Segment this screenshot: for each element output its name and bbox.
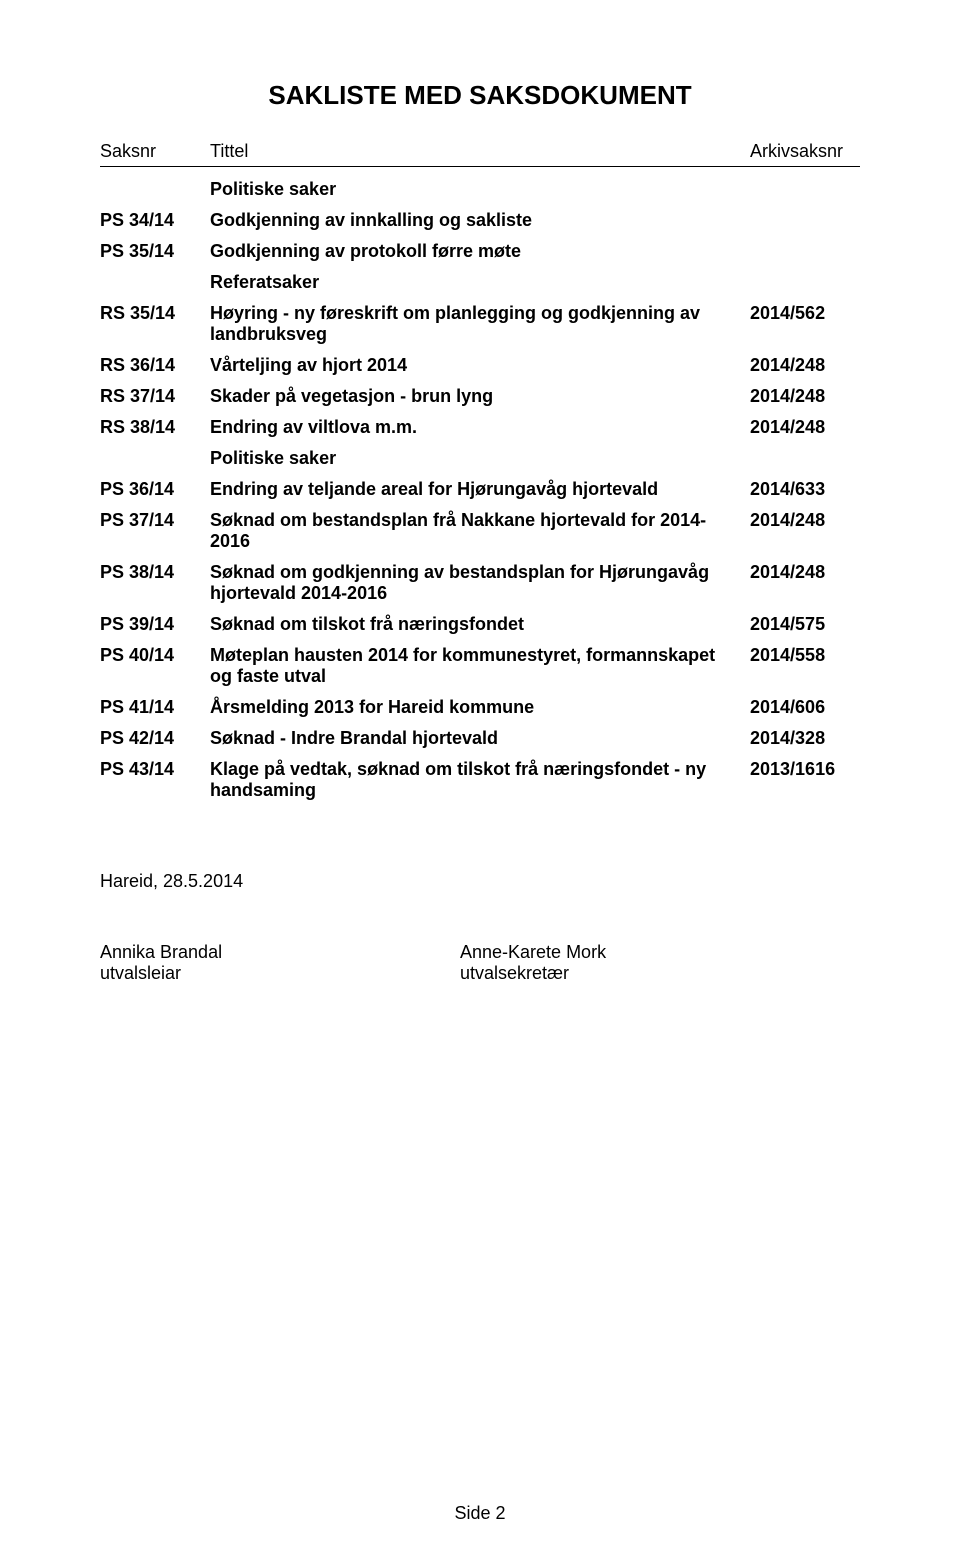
cell-tittel: Endring av viltlova m.m. [210,417,750,438]
cell-saksnr: PS 43/14 [100,759,210,780]
table-row: PS 42/14 Søknad - Indre Brandal hjorteva… [100,728,860,749]
cell-arkiv: 2013/1616 [750,759,860,780]
footer-date: Hareid, 28.5.2014 [100,871,860,892]
cell-tittel: Søknad - Indre Brandal hjortevald [210,728,750,749]
cell-tittel: Endring av teljande areal for Hjørungavå… [210,479,750,500]
table-row: PS 40/14 Møteplan hausten 2014 for kommu… [100,645,860,687]
cell-saksnr: PS 37/14 [100,510,210,531]
sign-left-role: utvalsleiar [100,963,460,984]
cell-arkiv: 2014/633 [750,479,860,500]
header-arkiv: Arkivsaksnr [750,141,860,162]
cell-tittel: Møteplan hausten 2014 for kommunestyret,… [210,645,750,687]
cell-tittel: Skader på vegetasjon - brun lyng [210,386,750,407]
table-row: PS 38/14 Søknad om godkjenning av bestan… [100,562,860,604]
page-number: Side 2 [0,1503,960,1524]
table-row: RS 38/14 Endring av viltlova m.m. 2014/2… [100,417,860,438]
page-title: SAKLISTE MED SAKSDOKUMENT [100,80,860,111]
sign-right-name: Anne-Karete Mork [460,942,606,963]
table-row: PS 34/14 Godkjenning av innkalling og sa… [100,210,860,231]
cell-saksnr: PS 40/14 [100,645,210,666]
cell-saksnr: RS 37/14 [100,386,210,407]
signature-block: Annika Brandal utvalsleiar Anne-Karete M… [100,942,860,984]
cell-tittel: Søknad om tilskot frå næringsfondet [210,614,750,635]
table-header: Saksnr Tittel Arkivsaksnr [100,141,860,167]
cell-tittel: Klage på vedtak, søknad om tilskot frå n… [210,759,750,801]
cell-tittel: Høyring - ny føreskrift om planlegging o… [210,303,750,345]
cell-arkiv: 2014/606 [750,697,860,718]
cell-tittel: Godkjenning av innkalling og sakliste [210,210,750,231]
cell-saksnr: RS 36/14 [100,355,210,376]
sign-right-role: utvalsekretær [460,963,606,984]
section-label: Referatsaker [210,272,750,293]
cell-tittel: Vårteljing av hjort 2014 [210,355,750,376]
cell-tittel: Søknad om bestandsplan frå Nakkane hjort… [210,510,750,552]
cell-saksnr: PS 41/14 [100,697,210,718]
section-label: Politiske saker [210,179,750,200]
cell-tittel: Søknad om godkjenning av bestandsplan fo… [210,562,750,604]
header-saksnr: Saksnr [100,141,210,162]
table-row: PS 41/14 Årsmelding 2013 for Hareid komm… [100,697,860,718]
cell-saksnr: PS 39/14 [100,614,210,635]
cell-arkiv: 2014/558 [750,645,860,666]
cell-saksnr: PS 35/14 [100,241,210,262]
cell-tittel: Årsmelding 2013 for Hareid kommune [210,697,750,718]
cell-arkiv: 2014/575 [750,614,860,635]
table-row: RS 37/14 Skader på vegetasjon - brun lyn… [100,386,860,407]
cell-arkiv: 2014/562 [750,303,860,324]
cell-arkiv: 2014/248 [750,562,860,583]
section-heading: Referatsaker [100,272,860,293]
table-row: PS 36/14 Endring av teljande areal for H… [100,479,860,500]
header-tittel: Tittel [210,141,750,162]
sign-left-name: Annika Brandal [100,942,460,963]
cell-arkiv: 2014/248 [750,417,860,438]
cell-saksnr: PS 38/14 [100,562,210,583]
section-heading: Politiske saker [100,448,860,469]
cell-saksnr: RS 38/14 [100,417,210,438]
section-label: Politiske saker [210,448,750,469]
cell-tittel: Godkjenning av protokoll førre møte [210,241,750,262]
cell-arkiv: 2014/248 [750,510,860,531]
table-row: PS 37/14 Søknad om bestandsplan frå Nakk… [100,510,860,552]
table-row: PS 43/14 Klage på vedtak, søknad om tils… [100,759,860,801]
cell-arkiv: 2014/328 [750,728,860,749]
cell-saksnr: RS 35/14 [100,303,210,324]
table-row: RS 35/14 Høyring - ny føreskrift om plan… [100,303,860,345]
cell-saksnr: PS 34/14 [100,210,210,231]
table-row: RS 36/14 Vårteljing av hjort 2014 2014/2… [100,355,860,376]
table-row: PS 35/14 Godkjenning av protokoll førre … [100,241,860,262]
cell-saksnr: PS 42/14 [100,728,210,749]
table-row: PS 39/14 Søknad om tilskot frå næringsfo… [100,614,860,635]
cell-arkiv: 2014/248 [750,355,860,376]
cell-saksnr: PS 36/14 [100,479,210,500]
cell-arkiv: 2014/248 [750,386,860,407]
section-heading: Politiske saker [100,179,860,200]
